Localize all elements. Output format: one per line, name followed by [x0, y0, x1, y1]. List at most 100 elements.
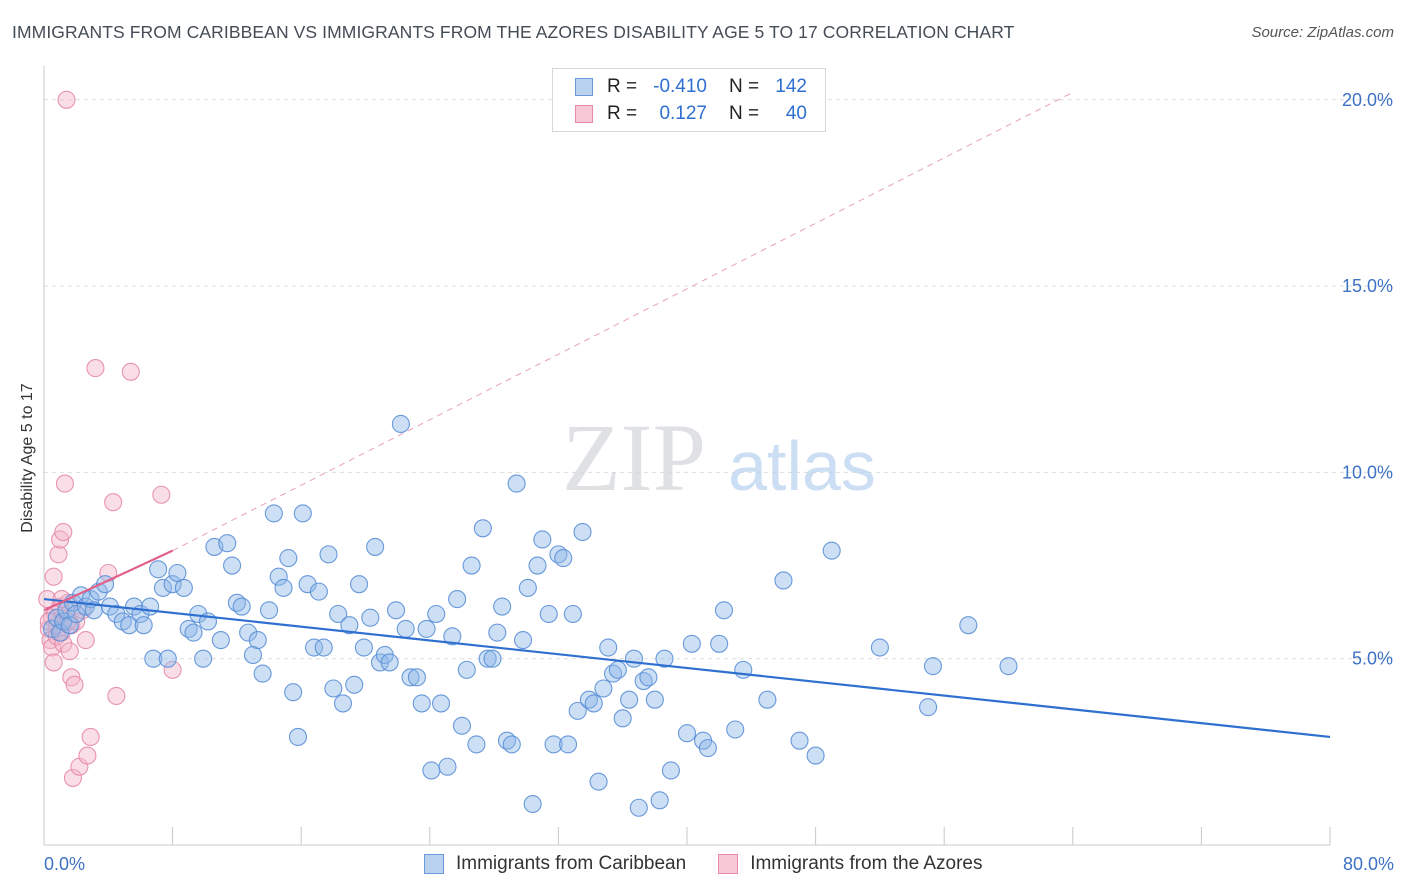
point-caribbean — [340, 616, 359, 635]
point-caribbean — [528, 556, 547, 575]
point-azores — [86, 359, 105, 378]
point-caribbean — [422, 761, 441, 780]
point-caribbean — [599, 638, 618, 657]
point-caribbean — [259, 601, 279, 620]
point-caribbean — [710, 634, 729, 653]
legend-n-value: 40 — [785, 103, 807, 124]
y-tick-label: 20.0% — [1342, 90, 1393, 110]
point-caribbean — [608, 660, 627, 679]
point-azores — [121, 362, 140, 381]
point-caribbean — [457, 660, 476, 679]
grid-lines — [44, 99, 1395, 660]
point-caribbean — [568, 701, 587, 720]
point-caribbean — [361, 608, 380, 627]
point-caribbean — [523, 794, 542, 814]
point-caribbean — [613, 709, 632, 728]
y-tick-label: 15.0% — [1342, 276, 1393, 296]
series-label-azores: Immigrants from the Azores — [750, 853, 983, 874]
point-caribbean — [248, 631, 267, 650]
point-caribbean — [650, 791, 669, 810]
point-caribbean — [467, 735, 486, 754]
point-caribbean — [558, 735, 578, 754]
point-caribbean — [462, 556, 481, 575]
point-azores — [44, 567, 63, 586]
point-caribbean — [253, 664, 272, 683]
point-caribbean — [279, 549, 298, 568]
point-caribbean — [67, 604, 86, 624]
series-legend-azores: Immigrants from the Azores — [718, 853, 983, 875]
point-caribbean — [483, 649, 502, 668]
trend-lines — [43, 91, 1331, 739]
point-azores — [55, 474, 74, 493]
x-tick-label-max: 80.0% — [1343, 854, 1394, 874]
point-caribbean — [329, 604, 348, 624]
point-caribbean — [149, 560, 168, 579]
point-caribbean — [698, 739, 717, 758]
point-azores — [44, 653, 63, 672]
watermark-atlas: atlas — [728, 427, 876, 505]
legend-r-label: R = — [607, 103, 638, 124]
point-azores — [163, 660, 182, 679]
point-caribbean — [141, 597, 160, 616]
point-caribbean — [518, 578, 537, 597]
point-caribbean — [758, 690, 777, 709]
point-caribbean — [239, 623, 258, 642]
legend-swatch-azores — [575, 105, 593, 123]
point-caribbean — [493, 597, 512, 616]
point-caribbean — [391, 414, 410, 434]
point-caribbean — [620, 690, 639, 709]
point-caribbean — [158, 649, 177, 668]
point-caribbean — [417, 619, 436, 638]
point-caribbean — [298, 575, 317, 594]
point-azores — [54, 634, 73, 653]
point-caribbean — [870, 638, 889, 657]
point-azores — [152, 485, 171, 504]
point-caribbean — [507, 474, 526, 493]
point-caribbean — [999, 657, 1018, 676]
point-caribbean — [563, 604, 582, 624]
point-caribbean — [288, 727, 308, 746]
point-caribbean — [544, 735, 563, 754]
correlation-legend: R = -0.410 N = 142 R = 0.127 N = 40 — [552, 68, 826, 132]
legend-n-value: 142 — [775, 76, 807, 97]
point-caribbean — [822, 541, 841, 560]
point-azores — [49, 545, 68, 564]
point-caribbean — [412, 694, 431, 713]
point-caribbean — [774, 571, 793, 590]
point-caribbean — [661, 761, 680, 780]
point-caribbean — [264, 504, 283, 523]
legend-n-label: N = — [729, 103, 760, 124]
point-caribbean — [124, 597, 144, 616]
point-caribbean — [806, 746, 825, 765]
point-caribbean — [452, 716, 472, 735]
point-caribbean — [194, 649, 213, 668]
point-caribbean — [107, 604, 126, 624]
series-swatch-azores — [718, 854, 739, 874]
point-caribbean — [396, 619, 415, 638]
point-caribbean — [682, 634, 701, 653]
point-caribbean — [639, 668, 658, 687]
point-azores — [107, 686, 126, 706]
series-azores-points — [38, 90, 182, 787]
point-caribbean — [350, 575, 369, 594]
legend-r-value: -0.410 — [653, 76, 707, 97]
point-caribbean — [144, 649, 163, 668]
point-caribbean — [655, 649, 674, 668]
point-caribbean — [232, 597, 251, 616]
point-caribbean — [305, 638, 324, 657]
point-caribbean — [314, 638, 333, 657]
point-caribbean — [269, 567, 288, 586]
point-caribbean — [473, 519, 492, 538]
point-caribbean — [120, 616, 139, 635]
x-tick-label-min: 0.0% — [44, 854, 85, 874]
chart-source: Source: ZipAtlas.com — [1251, 24, 1394, 41]
series-legend: Immigrants from Caribbean Immigrants fro… — [424, 852, 1015, 876]
point-caribbean — [401, 668, 420, 687]
legend-swatch-caribbean — [575, 78, 593, 96]
point-caribbean — [293, 504, 312, 523]
point-caribbean — [959, 616, 978, 635]
point-caribbean — [366, 537, 385, 556]
point-caribbean — [573, 522, 592, 542]
point-caribbean — [790, 731, 809, 750]
